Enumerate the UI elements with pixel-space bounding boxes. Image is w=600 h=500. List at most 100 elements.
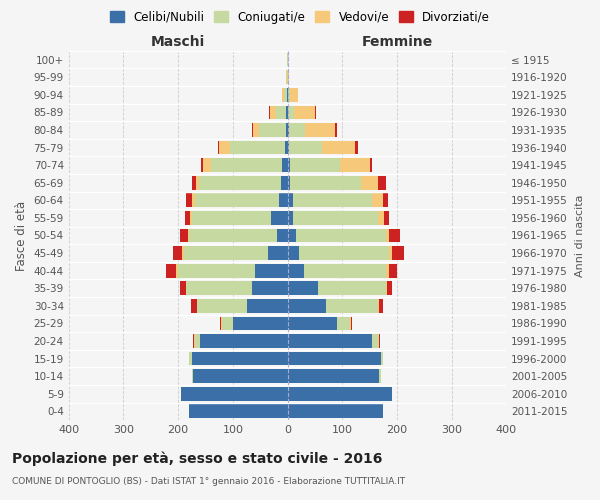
- Bar: [270, 106, 275, 119]
- Bar: [290, 176, 361, 190]
- Bar: [287, 194, 293, 207]
- Bar: [335, 123, 337, 137]
- Bar: [287, 316, 337, 330]
- Bar: [284, 88, 287, 102]
- Bar: [280, 194, 287, 207]
- Bar: [340, 158, 370, 172]
- Bar: [392, 246, 404, 260]
- Bar: [385, 211, 389, 225]
- Bar: [293, 211, 378, 225]
- Bar: [287, 352, 380, 366]
- Bar: [289, 123, 305, 137]
- Bar: [277, 228, 287, 242]
- Bar: [322, 140, 355, 154]
- Bar: [287, 176, 290, 190]
- Bar: [317, 282, 386, 295]
- Bar: [281, 176, 287, 190]
- Bar: [259, 123, 286, 137]
- Bar: [218, 140, 219, 154]
- Bar: [287, 387, 392, 400]
- Bar: [287, 211, 293, 225]
- Bar: [304, 264, 386, 278]
- Bar: [387, 282, 392, 295]
- Bar: [289, 140, 322, 154]
- Bar: [275, 106, 286, 119]
- Bar: [187, 282, 252, 295]
- Bar: [355, 140, 358, 154]
- Bar: [252, 282, 287, 295]
- Bar: [203, 158, 211, 172]
- Bar: [383, 194, 388, 207]
- Bar: [326, 299, 378, 312]
- Bar: [379, 299, 383, 312]
- Bar: [378, 176, 386, 190]
- Bar: [293, 106, 316, 119]
- Bar: [290, 158, 340, 172]
- Text: Femmine: Femmine: [361, 35, 433, 49]
- Bar: [181, 282, 186, 295]
- Bar: [373, 194, 383, 207]
- Bar: [211, 158, 282, 172]
- Bar: [233, 316, 287, 330]
- Text: Maschi: Maschi: [151, 35, 205, 49]
- Bar: [373, 334, 379, 348]
- Bar: [287, 334, 373, 348]
- Bar: [287, 140, 289, 154]
- Bar: [192, 194, 194, 207]
- Bar: [296, 228, 386, 242]
- Bar: [287, 282, 317, 295]
- Bar: [219, 140, 230, 154]
- Bar: [287, 404, 383, 418]
- Bar: [222, 316, 233, 330]
- Bar: [288, 88, 290, 102]
- Bar: [389, 228, 400, 242]
- Bar: [192, 211, 271, 225]
- Bar: [247, 299, 287, 312]
- Bar: [173, 246, 182, 260]
- Bar: [271, 211, 287, 225]
- Bar: [182, 246, 184, 260]
- Bar: [166, 264, 176, 278]
- Bar: [190, 211, 192, 225]
- Bar: [230, 140, 285, 154]
- Legend: Celibi/Nubili, Coniugati/e, Vedovi/e, Divorziati/e: Celibi/Nubili, Coniugati/e, Vedovi/e, Di…: [105, 6, 495, 28]
- Bar: [196, 176, 199, 190]
- Bar: [386, 282, 387, 295]
- Bar: [220, 316, 221, 330]
- Bar: [287, 228, 296, 242]
- Bar: [188, 228, 189, 242]
- Bar: [288, 70, 289, 84]
- Text: COMUNE DI PONTOGLIO (BS) - Dati ISTAT 1° gennaio 2016 - Elaborazione TUTTITALIA.: COMUNE DI PONTOGLIO (BS) - Dati ISTAT 1°…: [12, 477, 405, 486]
- Bar: [287, 246, 299, 260]
- Bar: [378, 211, 385, 225]
- Bar: [293, 194, 373, 207]
- Bar: [199, 176, 281, 190]
- Bar: [287, 264, 304, 278]
- Bar: [194, 194, 280, 207]
- Bar: [379, 370, 380, 383]
- Bar: [378, 299, 379, 312]
- Bar: [287, 158, 290, 172]
- Bar: [194, 334, 200, 348]
- Bar: [189, 228, 277, 242]
- Bar: [285, 140, 287, 154]
- Bar: [370, 158, 373, 172]
- Bar: [189, 352, 192, 366]
- Bar: [286, 106, 287, 119]
- Bar: [386, 228, 389, 242]
- Bar: [193, 370, 287, 383]
- Bar: [337, 316, 350, 330]
- Bar: [351, 316, 352, 330]
- Bar: [287, 123, 289, 137]
- Bar: [192, 352, 287, 366]
- Bar: [380, 352, 383, 366]
- Bar: [286, 123, 287, 137]
- Bar: [185, 211, 190, 225]
- Bar: [201, 158, 203, 172]
- Bar: [191, 299, 197, 312]
- Bar: [386, 264, 389, 278]
- Bar: [184, 246, 268, 260]
- Bar: [187, 194, 192, 207]
- Bar: [178, 264, 255, 278]
- Bar: [180, 228, 188, 242]
